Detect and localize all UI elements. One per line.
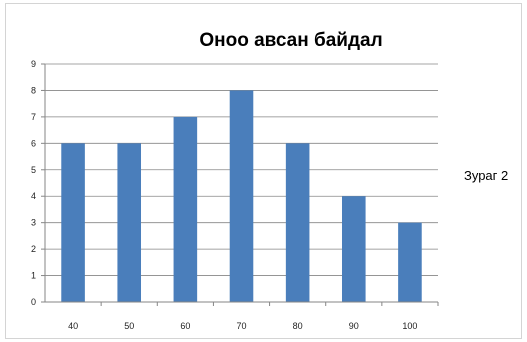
bar-chart: Оноо авсан байдал 0 1 2 3 4 5 6 7 8 9 40 50 60 70 80 9… <box>31 30 508 331</box>
bar-80 <box>285 143 310 302</box>
x-tick-label: 90 <box>349 321 359 331</box>
y-tick-label: 7 <box>31 112 36 122</box>
bar-70 <box>229 90 254 302</box>
y-tick-label: 6 <box>31 138 36 148</box>
x-tick-label: 40 <box>68 321 78 331</box>
y-tick-label: 1 <box>31 271 36 281</box>
y-tick-label: 2 <box>31 244 36 254</box>
x-tick-label: 70 <box>236 321 246 331</box>
x-tick-label: 50 <box>124 321 134 331</box>
y-tick-label: 0 <box>31 297 36 307</box>
y-tick-label: 3 <box>31 218 36 228</box>
bar-50 <box>117 143 142 302</box>
bar-90 <box>341 196 366 302</box>
bar-40 <box>61 143 85 302</box>
x-tick-label: 100 <box>402 321 417 331</box>
y-tick-label: 5 <box>31 165 36 175</box>
bars <box>61 90 422 302</box>
bar-60 <box>173 116 198 302</box>
x-tick-label: 80 <box>293 321 303 331</box>
chart-frame: Оноо авсан байдал 0 1 2 3 4 5 6 7 8 9 40 50 60 70 80 9… <box>5 3 522 339</box>
y-axis-ticks: 0 1 2 3 4 5 6 7 8 9 <box>31 59 45 307</box>
x-axis-ticks: 40 50 60 70 80 90 100 <box>68 302 439 331</box>
y-tick-label: 8 <box>31 85 36 95</box>
y-tick-label: 4 <box>31 191 36 201</box>
figure-caption: Зураг 2 <box>464 168 508 183</box>
chart-title: Оноо авсан байдал <box>199 30 382 51</box>
bar-100 <box>398 222 422 302</box>
x-tick-label: 60 <box>180 321 190 331</box>
y-tick-label: 9 <box>31 59 36 69</box>
